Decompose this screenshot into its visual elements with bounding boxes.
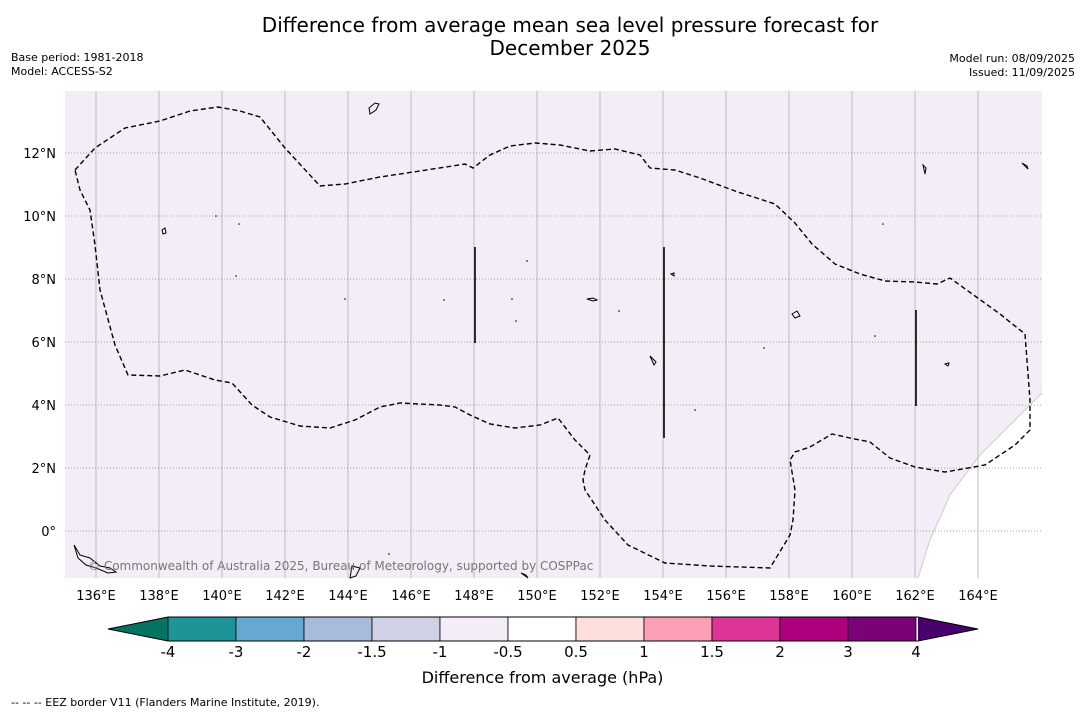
map-area: © Commonwealth of Australia 2025, Bureau… bbox=[65, 91, 1043, 579]
colorbar-cell bbox=[371, 616, 441, 642]
x-axis-ticks: 136°E 138°E 140°E 142°E 144°E 146°E 148°E 150°E… bbox=[76, 589, 998, 604]
issued-date: Issued: 11/09/2025 bbox=[968, 66, 1075, 79]
x-tick-label: 164°E bbox=[958, 589, 998, 604]
islets bbox=[215, 215, 884, 555]
colorbar-extend-high bbox=[918, 617, 978, 641]
model-name: Model: ACCESS-S2 bbox=[11, 65, 113, 78]
island bbox=[73, 544, 118, 574]
island bbox=[943, 362, 950, 367]
model-run: Model run: 08/09/2025 bbox=[949, 52, 1075, 65]
x-tick-label: 140°E bbox=[202, 589, 242, 604]
x-tick-label: 144°E bbox=[328, 589, 368, 604]
colorbar-cell bbox=[303, 616, 373, 642]
colorbar-tick-label: -3 bbox=[228, 643, 244, 661]
colorbar-tick-label: 4 bbox=[911, 643, 921, 661]
colorbar-cell bbox=[847, 616, 917, 642]
no-data-region bbox=[918, 393, 1042, 578]
x-tick-label: 142°E bbox=[265, 589, 305, 604]
colorbar-tick-label: -1 bbox=[432, 643, 448, 661]
island bbox=[161, 227, 167, 235]
y-tick-label: 10°N bbox=[23, 210, 56, 225]
y-tick-label: 12°N bbox=[23, 147, 56, 162]
y-tick-label: 0° bbox=[41, 525, 56, 540]
meta-left: Base period: 1981-2018 Model: ACCESS-S2 bbox=[11, 51, 143, 79]
base-period: Base period: 1981-2018 bbox=[11, 51, 144, 64]
forecast-field bbox=[65, 91, 1042, 578]
colorbar-outline bbox=[107, 616, 979, 642]
colorbar-tick-label: -1.5 bbox=[357, 643, 387, 661]
colorbar-cell bbox=[507, 616, 577, 642]
title-line-1: Difference from average mean sea level p… bbox=[261, 13, 879, 37]
colorbar-tick-label: -0.5 bbox=[493, 643, 523, 661]
island bbox=[520, 572, 529, 579]
colorbar-cell bbox=[235, 616, 305, 642]
x-tick-label: 160°E bbox=[832, 589, 872, 604]
copyright-notice: © Commonwealth of Australia 2025, Bureau… bbox=[88, 559, 593, 573]
x-tick-label: 152°E bbox=[580, 589, 620, 604]
x-tick-label: 136°E bbox=[76, 589, 116, 604]
island bbox=[349, 565, 361, 579]
y-axis-ticks: 12°N 10°N 8°N 6°N 4°N 2°N 0° bbox=[23, 147, 56, 540]
x-tick-label: 138°E bbox=[139, 589, 179, 604]
colorbar-cells bbox=[167, 616, 917, 642]
colorbar-tick-label: 0.5 bbox=[564, 643, 588, 661]
colorbar-cell bbox=[575, 616, 645, 642]
colorbar-extend-low bbox=[108, 617, 168, 641]
x-tick-label: 156°E bbox=[706, 589, 746, 604]
colorbar-cell bbox=[439, 616, 509, 642]
colorbar-tick-label: -4 bbox=[160, 643, 176, 661]
island bbox=[922, 163, 927, 175]
x-tick-label: 146°E bbox=[391, 589, 431, 604]
colorbar bbox=[107, 616, 979, 642]
y-tick-label: 8°N bbox=[32, 273, 57, 288]
colorbar-tick-label: 1.5 bbox=[700, 643, 724, 661]
x-tick-label: 150°E bbox=[517, 589, 557, 604]
y-tick-label: 4°N bbox=[32, 399, 57, 414]
colorbar-tick-label: 2 bbox=[775, 643, 785, 661]
y-tick-label: 6°N bbox=[32, 336, 57, 351]
footnote: -- -- -- EEZ border V11 (Flanders Marine… bbox=[11, 696, 320, 709]
colorbar-tick-label: 3 bbox=[843, 643, 853, 661]
colorbar-tick-label: 1 bbox=[639, 643, 649, 661]
island bbox=[586, 297, 599, 302]
x-tick-label: 158°E bbox=[769, 589, 809, 604]
colorbar-cell bbox=[643, 616, 713, 642]
island bbox=[649, 355, 657, 367]
meta-right: Model run: 08/09/2025 Issued: 11/09/2025 bbox=[949, 52, 1075, 80]
colorbar-cell bbox=[779, 616, 849, 642]
title-line-2: December 2025 bbox=[489, 36, 651, 60]
colorbar-cell bbox=[167, 616, 237, 642]
islands bbox=[73, 102, 1029, 579]
colorbar-label: Difference from average (hPa) bbox=[421, 668, 664, 687]
island bbox=[669, 272, 675, 277]
map-title: Difference from average mean sea level p… bbox=[200, 14, 940, 60]
island bbox=[368, 102, 380, 115]
no-data-edge bbox=[917, 392, 1043, 579]
x-tick-label: 148°E bbox=[454, 589, 494, 604]
colorbar-tick-label: -2 bbox=[296, 643, 312, 661]
x-tick-label: 162°E bbox=[895, 589, 935, 604]
island bbox=[791, 310, 801, 319]
colorbar-cell bbox=[711, 616, 781, 642]
y-tick-label: 2°N bbox=[32, 462, 57, 477]
x-tick-label: 154°E bbox=[643, 589, 683, 604]
island bbox=[1021, 162, 1029, 170]
